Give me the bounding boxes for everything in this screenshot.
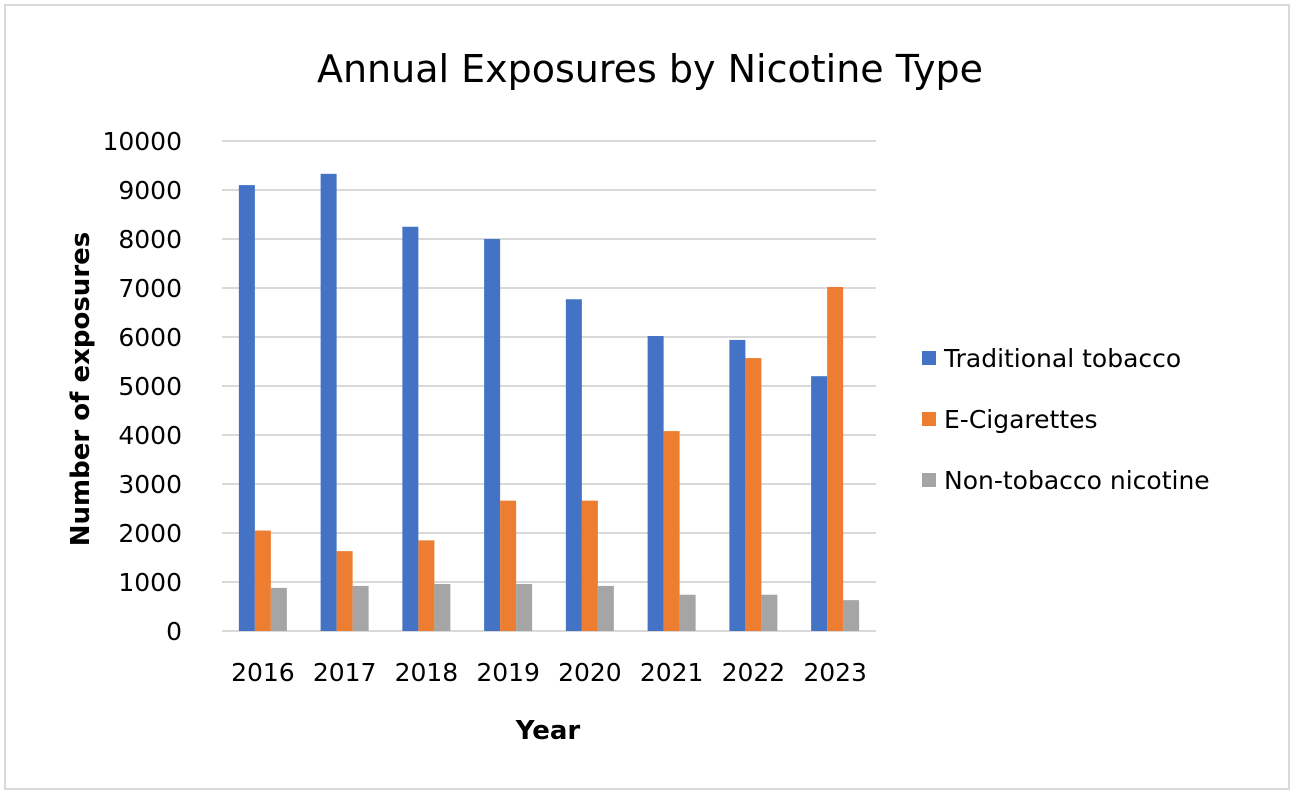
gridlines: [222, 140, 876, 632]
y-tick-label: 4000: [118, 421, 182, 450]
bar: [827, 287, 844, 631]
x-tick-label: 2018: [395, 658, 459, 687]
x-tick-label: 2017: [313, 658, 377, 687]
y-tick-label: 6000: [118, 323, 182, 352]
legend-label: E-Cigarettes: [944, 405, 1098, 434]
bar: [500, 500, 517, 631]
bar: [238, 185, 255, 631]
bar: [745, 358, 762, 631]
bar: [647, 336, 664, 631]
x-tick-label: 2021: [640, 658, 704, 687]
bars: [238, 173, 860, 631]
x-axis-ticks: 2016 2017 2018 2019 2020 2021 2022 2023: [231, 658, 867, 687]
bar: [254, 530, 271, 631]
chart-title: Annual Exposures by Nicotine Type: [317, 47, 983, 91]
bar: [320, 173, 337, 631]
bar: [434, 583, 451, 631]
bar: [663, 431, 680, 631]
bar: [679, 594, 696, 631]
y-axis-ticks: 0 1000 2000 3000 4000 5000 6000 7000 8000 9000 100…: [102, 127, 182, 646]
bar: [484, 239, 501, 631]
legend-swatch: [922, 412, 936, 426]
bar: [761, 594, 778, 631]
bar: [270, 587, 287, 631]
y-tick-label: 9000: [118, 176, 182, 205]
bar: [843, 600, 860, 631]
bar: [418, 540, 435, 631]
y-tick-label: 1000: [118, 568, 182, 597]
bar: [811, 376, 828, 631]
bar-chart: Annual Exposures by Nicotine Type 0 1000 2…: [66, 47, 1210, 746]
y-axis-title: Number of exposures: [66, 232, 96, 547]
bar: [581, 500, 598, 631]
x-tick-label: 2022: [722, 658, 786, 687]
y-tick-label: 10000: [102, 127, 182, 156]
y-tick-label: 5000: [118, 372, 182, 401]
legend: Traditional tobacco E-Cigarettes Non-tobac…: [922, 344, 1210, 495]
bar: [565, 299, 582, 631]
bar: [597, 585, 614, 631]
bar: [336, 551, 353, 631]
y-tick-label: 2000: [118, 519, 182, 548]
y-tick-label: 7000: [118, 274, 182, 303]
x-tick-label: 2016: [231, 658, 295, 687]
x-tick-label: 2019: [476, 658, 540, 687]
bar: [516, 583, 533, 631]
chart-frame: Annual Exposures by Nicotine Type 0 1000 2…: [4, 4, 1290, 790]
y-tick-label: 0: [166, 617, 182, 646]
bar: [729, 339, 746, 631]
x-axis-title: Year: [515, 716, 581, 746]
x-tick-label: 2020: [558, 658, 622, 687]
legend-label: Traditional tobacco: [943, 344, 1181, 373]
x-tick-label: 2023: [803, 658, 867, 687]
bar: [352, 585, 369, 631]
y-tick-label: 8000: [118, 225, 182, 254]
legend-label: Non-tobacco nicotine: [944, 466, 1210, 495]
bar: [402, 226, 419, 631]
legend-swatch: [922, 473, 936, 487]
y-tick-label: 3000: [118, 470, 182, 499]
legend-swatch: [922, 351, 936, 365]
